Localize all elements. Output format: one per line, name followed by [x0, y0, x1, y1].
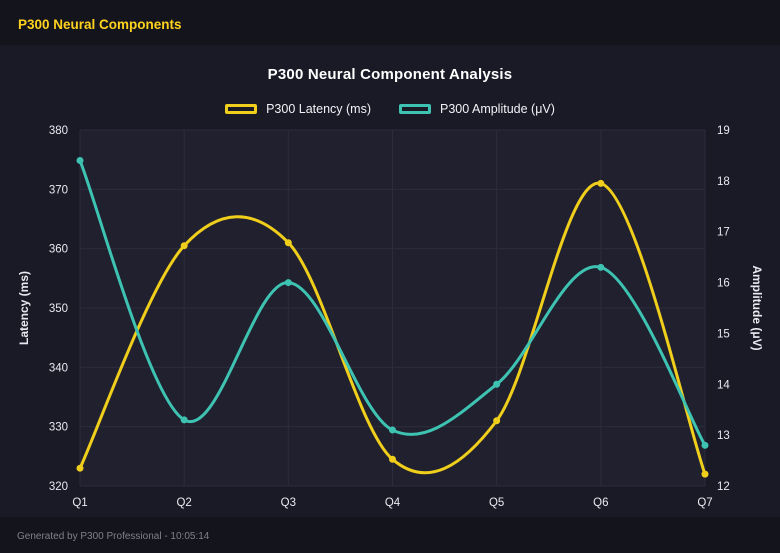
data-point[interactable] [389, 455, 396, 463]
y-right-tick-label: 14 [717, 379, 730, 391]
legend-item[interactable]: P300 Amplitude (μV) [399, 102, 555, 116]
x-tick-label: Q1 [72, 497, 87, 509]
legend-swatch [225, 104, 258, 114]
y-left-axis-title: Latency (ms) [17, 271, 31, 345]
y-right-axis-title: Amplitude (μV) [750, 265, 764, 350]
legend-item[interactable]: P300 Latency (ms) [225, 102, 371, 116]
chart-title: P300 Neural Component Analysis [267, 66, 513, 83]
data-point[interactable] [597, 263, 605, 271]
data-point[interactable] [76, 464, 84, 472]
x-tick-label: Q7 [697, 497, 712, 509]
y-left-tick-label: 350 [49, 303, 68, 315]
x-tick-label: Q5 [489, 497, 504, 509]
y-right-tick-label: 17 [717, 227, 730, 239]
y-left-tick-label: 320 [49, 481, 68, 493]
data-point[interactable] [180, 242, 188, 250]
data-point[interactable] [284, 279, 292, 287]
legend-swatch [399, 104, 431, 114]
y-left-tick-label: 370 [49, 184, 68, 196]
legend-label: P300 Amplitude (μV) [440, 102, 555, 116]
legend-label: P300 Latency (ms) [266, 102, 371, 116]
y-right-tick-label: 18 [717, 176, 730, 188]
chart-legend: P300 Latency (ms) P300 Amplitude (μV) [0, 102, 780, 116]
y-right-tick-label: 15 [717, 328, 730, 340]
y-left-tick-label: 340 [49, 362, 68, 374]
x-tick-label: Q3 [281, 497, 296, 509]
data-point[interactable] [493, 380, 501, 388]
footer-status: Generated by P300 Professional - 10:05:1… [17, 531, 210, 542]
data-point[interactable] [389, 426, 396, 434]
data-point[interactable] [701, 470, 709, 478]
x-tick-label: Q4 [385, 497, 401, 509]
data-point[interactable] [597, 179, 605, 187]
data-point[interactable] [493, 417, 501, 425]
y-right-tick-label: 19 [717, 125, 730, 137]
x-tick-label: Q6 [593, 497, 608, 509]
data-point[interactable] [76, 157, 84, 165]
y-right-tick-label: 13 [717, 430, 730, 442]
y-right-tick-label: 16 [717, 278, 730, 290]
y-left-tick-label: 330 [49, 422, 68, 434]
data-point[interactable] [701, 441, 709, 449]
x-tick-label: Q2 [176, 497, 191, 509]
data-point[interactable] [180, 416, 188, 424]
data-point[interactable] [284, 239, 292, 247]
y-left-tick-label: 380 [49, 125, 68, 137]
y-right-tick-label: 12 [717, 481, 730, 493]
page-title: P300 Neural Components [18, 17, 182, 32]
y-left-tick-label: 360 [49, 244, 68, 256]
